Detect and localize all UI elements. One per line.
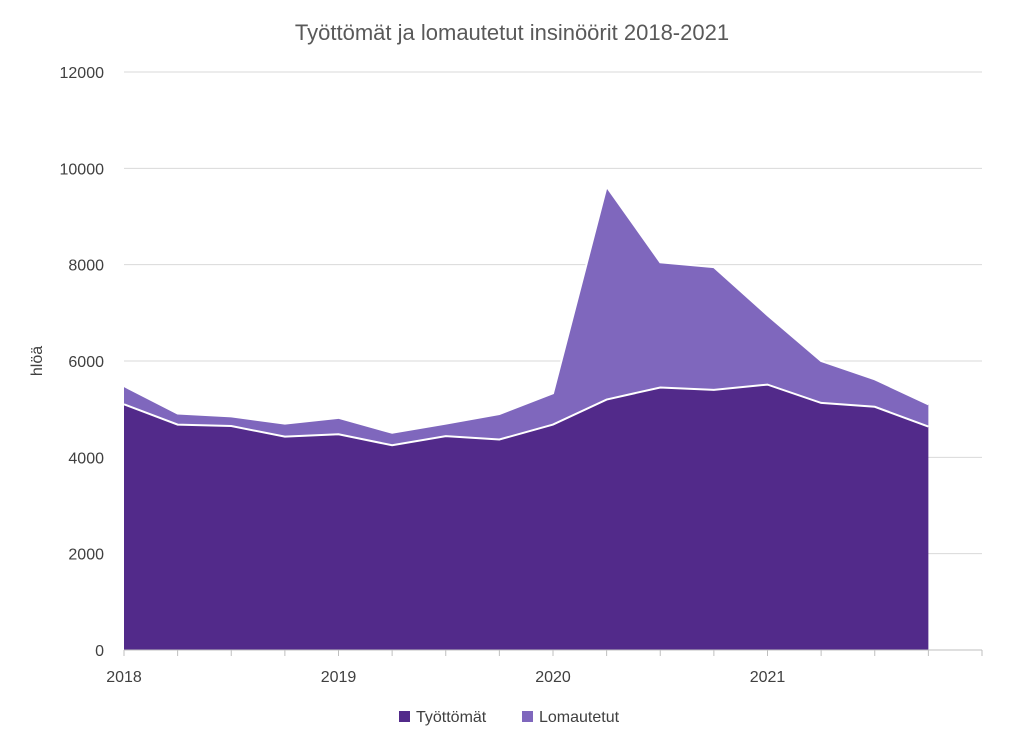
x-tick-label: 2018 [106,669,142,686]
legend-swatch [399,711,410,722]
y-tick-label: 6000 [68,354,104,371]
legend-label: Työttömät [416,709,487,726]
series-area-2 [124,186,929,446]
y-tick-label: 2000 [68,547,104,564]
x-tick-label: 2020 [535,669,571,686]
y-tick-label: 0 [95,643,104,660]
axes: 2018 2019 2020 2021 [106,649,983,686]
y-tick-label: 12000 [60,65,105,82]
legend-label: Lomautetut [539,709,620,726]
series-edge-1 [123,383,929,447]
legend: Työttömät Lomautetut [399,709,620,726]
area-series [123,184,929,650]
y-tick-label: 4000 [68,450,104,467]
x-tick-label: 2021 [750,669,786,686]
series-area-1 [124,384,929,650]
y-tick-label: 8000 [68,258,104,275]
y-axis-title: hlöä [29,346,46,376]
y-tick-label: 10000 [60,161,105,178]
x-tick-label: 2019 [321,669,357,686]
series-edge-2 [123,184,929,434]
chart-title: Työttömät ja lomautetut insinöörit 2018-… [295,20,729,45]
legend-swatch [522,711,533,722]
